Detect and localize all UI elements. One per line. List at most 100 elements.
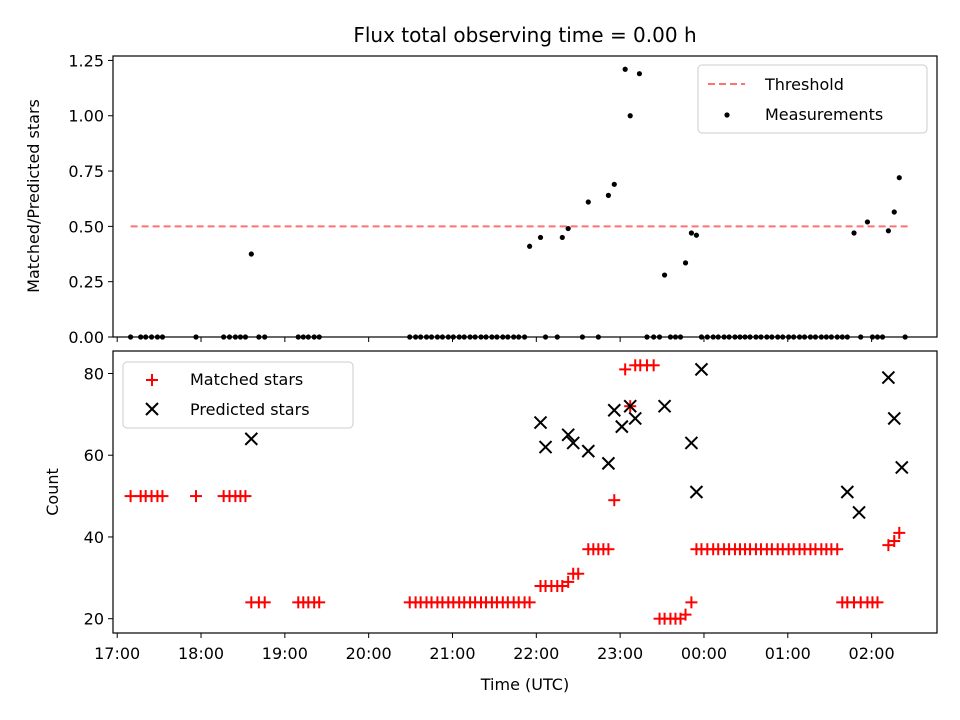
measurement-point [559, 234, 565, 241]
predicted-star-marker [615, 419, 629, 434]
predicted-star-stroke [840, 485, 855, 499]
predicted-star-marker [244, 432, 259, 446]
predicted-star-stroke [581, 444, 595, 458]
measurement-point [896, 175, 902, 181]
predicted-star-marker [895, 460, 909, 475]
predicted-star-marker [561, 428, 575, 442]
measurement-point [605, 192, 612, 198]
predicted-star-stroke [628, 411, 642, 426]
top-y-axis-label: Matched/Predicted stars [24, 99, 43, 293]
predicted-star-stroke [561, 428, 575, 442]
bottom-x-tick-label: 01:00 [765, 644, 811, 663]
bottom-x-tick-label: 21:00 [429, 644, 475, 663]
predicted-legend-marker [145, 402, 159, 416]
predicted-star-marker [538, 440, 553, 454]
top-y-tick-label: 0.75 [68, 162, 104, 181]
predicted-star-marker [887, 411, 901, 426]
matched-star-marker [679, 608, 692, 621]
predicted-star-marker [601, 456, 616, 471]
measurement-point [248, 251, 254, 257]
predicted-star-stroke [887, 411, 901, 426]
measurement-point [661, 272, 668, 278]
top-y-tick-label: 0.00 [68, 328, 104, 347]
matched-star-marker [647, 359, 660, 372]
measurement-point [537, 234, 544, 241]
measurement-point [611, 181, 617, 187]
top-y-tick-label: 0.25 [68, 273, 104, 292]
matched-star-marker [893, 526, 906, 539]
matched-star-marker [562, 575, 575, 588]
measurement-point [885, 228, 891, 234]
measurement-point [585, 199, 591, 205]
bottom-legend-label-matched: Matched stars [190, 370, 303, 389]
measurement-point [864, 219, 871, 225]
matched-star-marker [258, 596, 271, 609]
predicted-star-marker [628, 411, 642, 426]
top-plot-frame [112, 55, 938, 338]
top-y-tick-label: 0.50 [68, 217, 104, 236]
bottom-legend-box [122, 361, 354, 429]
predicted-star-stroke [689, 485, 704, 499]
matched-star-marker [572, 567, 585, 580]
bottom-x-tick-label: 02:00 [849, 644, 895, 663]
measurement-point [527, 243, 533, 249]
measurement-point [688, 230, 694, 236]
top-legend-box [697, 64, 928, 134]
predicted-star-stroke [607, 403, 621, 417]
bottom-legend-label-predicted: Predicted stars [190, 400, 310, 419]
matched-star-marker [156, 490, 169, 503]
bottom-plot-frame [112, 350, 938, 634]
matched-star-marker [871, 596, 884, 609]
matched-star-marker [239, 490, 252, 503]
predicted-star-stroke [244, 432, 259, 446]
matched-star-marker [523, 596, 536, 609]
bottom-x-tick-label: 17:00 [94, 644, 140, 663]
bottom-y-axis-label: Count [43, 468, 62, 516]
predicted-star-marker [694, 362, 709, 377]
predicted-star-marker [852, 505, 866, 520]
predicted-star-marker [581, 444, 595, 458]
measurement-point [565, 225, 571, 232]
bottom-x-tick-label: 22:00 [513, 644, 559, 663]
predicted-star-stroke [694, 362, 709, 377]
bottom-x-tick-label: 00:00 [681, 644, 727, 663]
top-y-tick-label: 1.00 [68, 107, 104, 126]
predicted-star-stroke [538, 440, 553, 454]
measurement-point [622, 66, 628, 72]
bottom-y-tick-label: 20 [84, 610, 104, 629]
chart-title: Flux total observing time = 0.00 h [353, 23, 696, 47]
bottom-y-tick-label: 40 [84, 528, 104, 547]
predicted-star-stroke [657, 399, 672, 413]
x-axis-label: Time (UTC) [480, 675, 569, 694]
measurements-legend-marker [724, 112, 730, 118]
top-legend-label-threshold: Threshold [764, 75, 844, 94]
predicted-star-stroke [852, 505, 866, 520]
predicted-star-stroke [881, 370, 896, 385]
bottom-y-tick-label: 80 [84, 364, 104, 383]
bottom-x-tick-label: 18:00 [178, 644, 224, 663]
predicted-star-marker [689, 485, 704, 499]
predicted-star-marker [881, 370, 896, 385]
top-legend-label-measurements: Measurements [765, 105, 883, 124]
matched-star-marker [608, 494, 621, 507]
predicted-star-stroke [533, 415, 548, 430]
predicted-star-marker [607, 403, 621, 417]
matched-star-marker [189, 490, 202, 503]
bottom-x-tick-label: 23:00 [597, 644, 643, 663]
matched-star-marker [685, 596, 698, 609]
matched-star-marker [888, 535, 901, 548]
matched-star-marker [602, 543, 615, 556]
predicted-star-marker [657, 399, 672, 413]
measurement-point [693, 232, 700, 238]
measurement-point [636, 71, 643, 77]
predicted-star-stroke [623, 399, 637, 413]
matched-legend-marker [146, 374, 158, 386]
measurement-point [851, 230, 857, 236]
bottom-y-tick-label: 60 [84, 446, 104, 465]
measurement-point [682, 260, 689, 266]
predicted-star-marker [533, 415, 548, 430]
bottom-legend: Matched stars Predicted stars [122, 361, 354, 429]
matched-star-marker [124, 490, 137, 503]
measurement-point [891, 209, 897, 215]
